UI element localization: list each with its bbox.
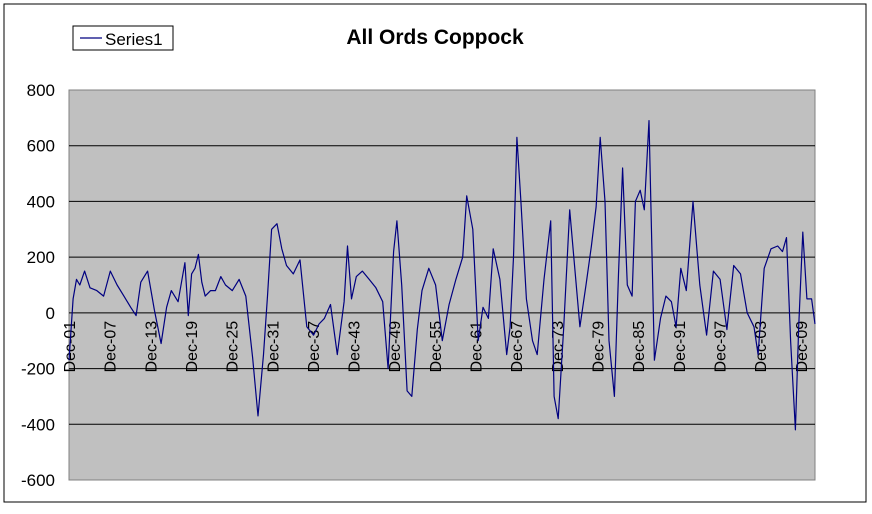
x-tick-label: Dec-25 (225, 321, 242, 373)
y-tick-label: 400 (27, 192, 55, 211)
x-tick-label: Dec-79 (591, 321, 608, 373)
y-axis-ticks: 800 600 400 200 0 -200 -400 -600 (21, 81, 55, 490)
series-line-0 (68, 120, 816, 431)
x-tick-label: Dec-73 (550, 321, 567, 373)
y-tick-label: -400 (21, 415, 55, 434)
x-tick-label: Dec-03 (753, 321, 770, 373)
x-tick-label: Dec-31 (265, 321, 282, 373)
y-tick-label: -600 (21, 471, 55, 490)
legend: Series1 (72, 25, 174, 51)
y-tick-label: 0 (46, 304, 55, 323)
gridlines (69, 145, 815, 425)
x-tick-label: Dec-07 (103, 321, 120, 373)
x-tick-label: Dec-85 (631, 321, 648, 373)
series-layer (68, 120, 816, 431)
y-tick-label: -200 (21, 360, 55, 379)
x-tick-label: Dec-49 (387, 321, 404, 373)
x-tick-label: Dec-43 (347, 321, 364, 373)
x-tick-label: Dec-91 (672, 321, 689, 373)
x-tick-label: Dec-09 (794, 321, 811, 373)
x-tick-label: Dec-37 (306, 321, 323, 373)
x-tick-label: Dec-19 (184, 321, 201, 373)
y-tick-label: 800 (27, 81, 55, 100)
y-tick-label: 200 (27, 248, 55, 267)
y-tick-label: 600 (27, 137, 55, 156)
x-tick-label: Dec-67 (509, 321, 526, 373)
x-axis-ticks: Dec-01 Dec-07 Dec-13 Dec-19 Dec-25 Dec-31 Dec-… (62, 321, 811, 373)
x-tick-label: Dec-97 (712, 321, 729, 373)
x-tick-label: Dec-13 (143, 321, 160, 373)
plot-area-background (68, 89, 816, 481)
legend-label: Series1 (105, 30, 163, 49)
x-tick-label: Dec-61 (469, 321, 486, 373)
chart-title: All Ords Coppock (346, 26, 524, 49)
x-tick-label: Dec-55 (428, 321, 445, 373)
